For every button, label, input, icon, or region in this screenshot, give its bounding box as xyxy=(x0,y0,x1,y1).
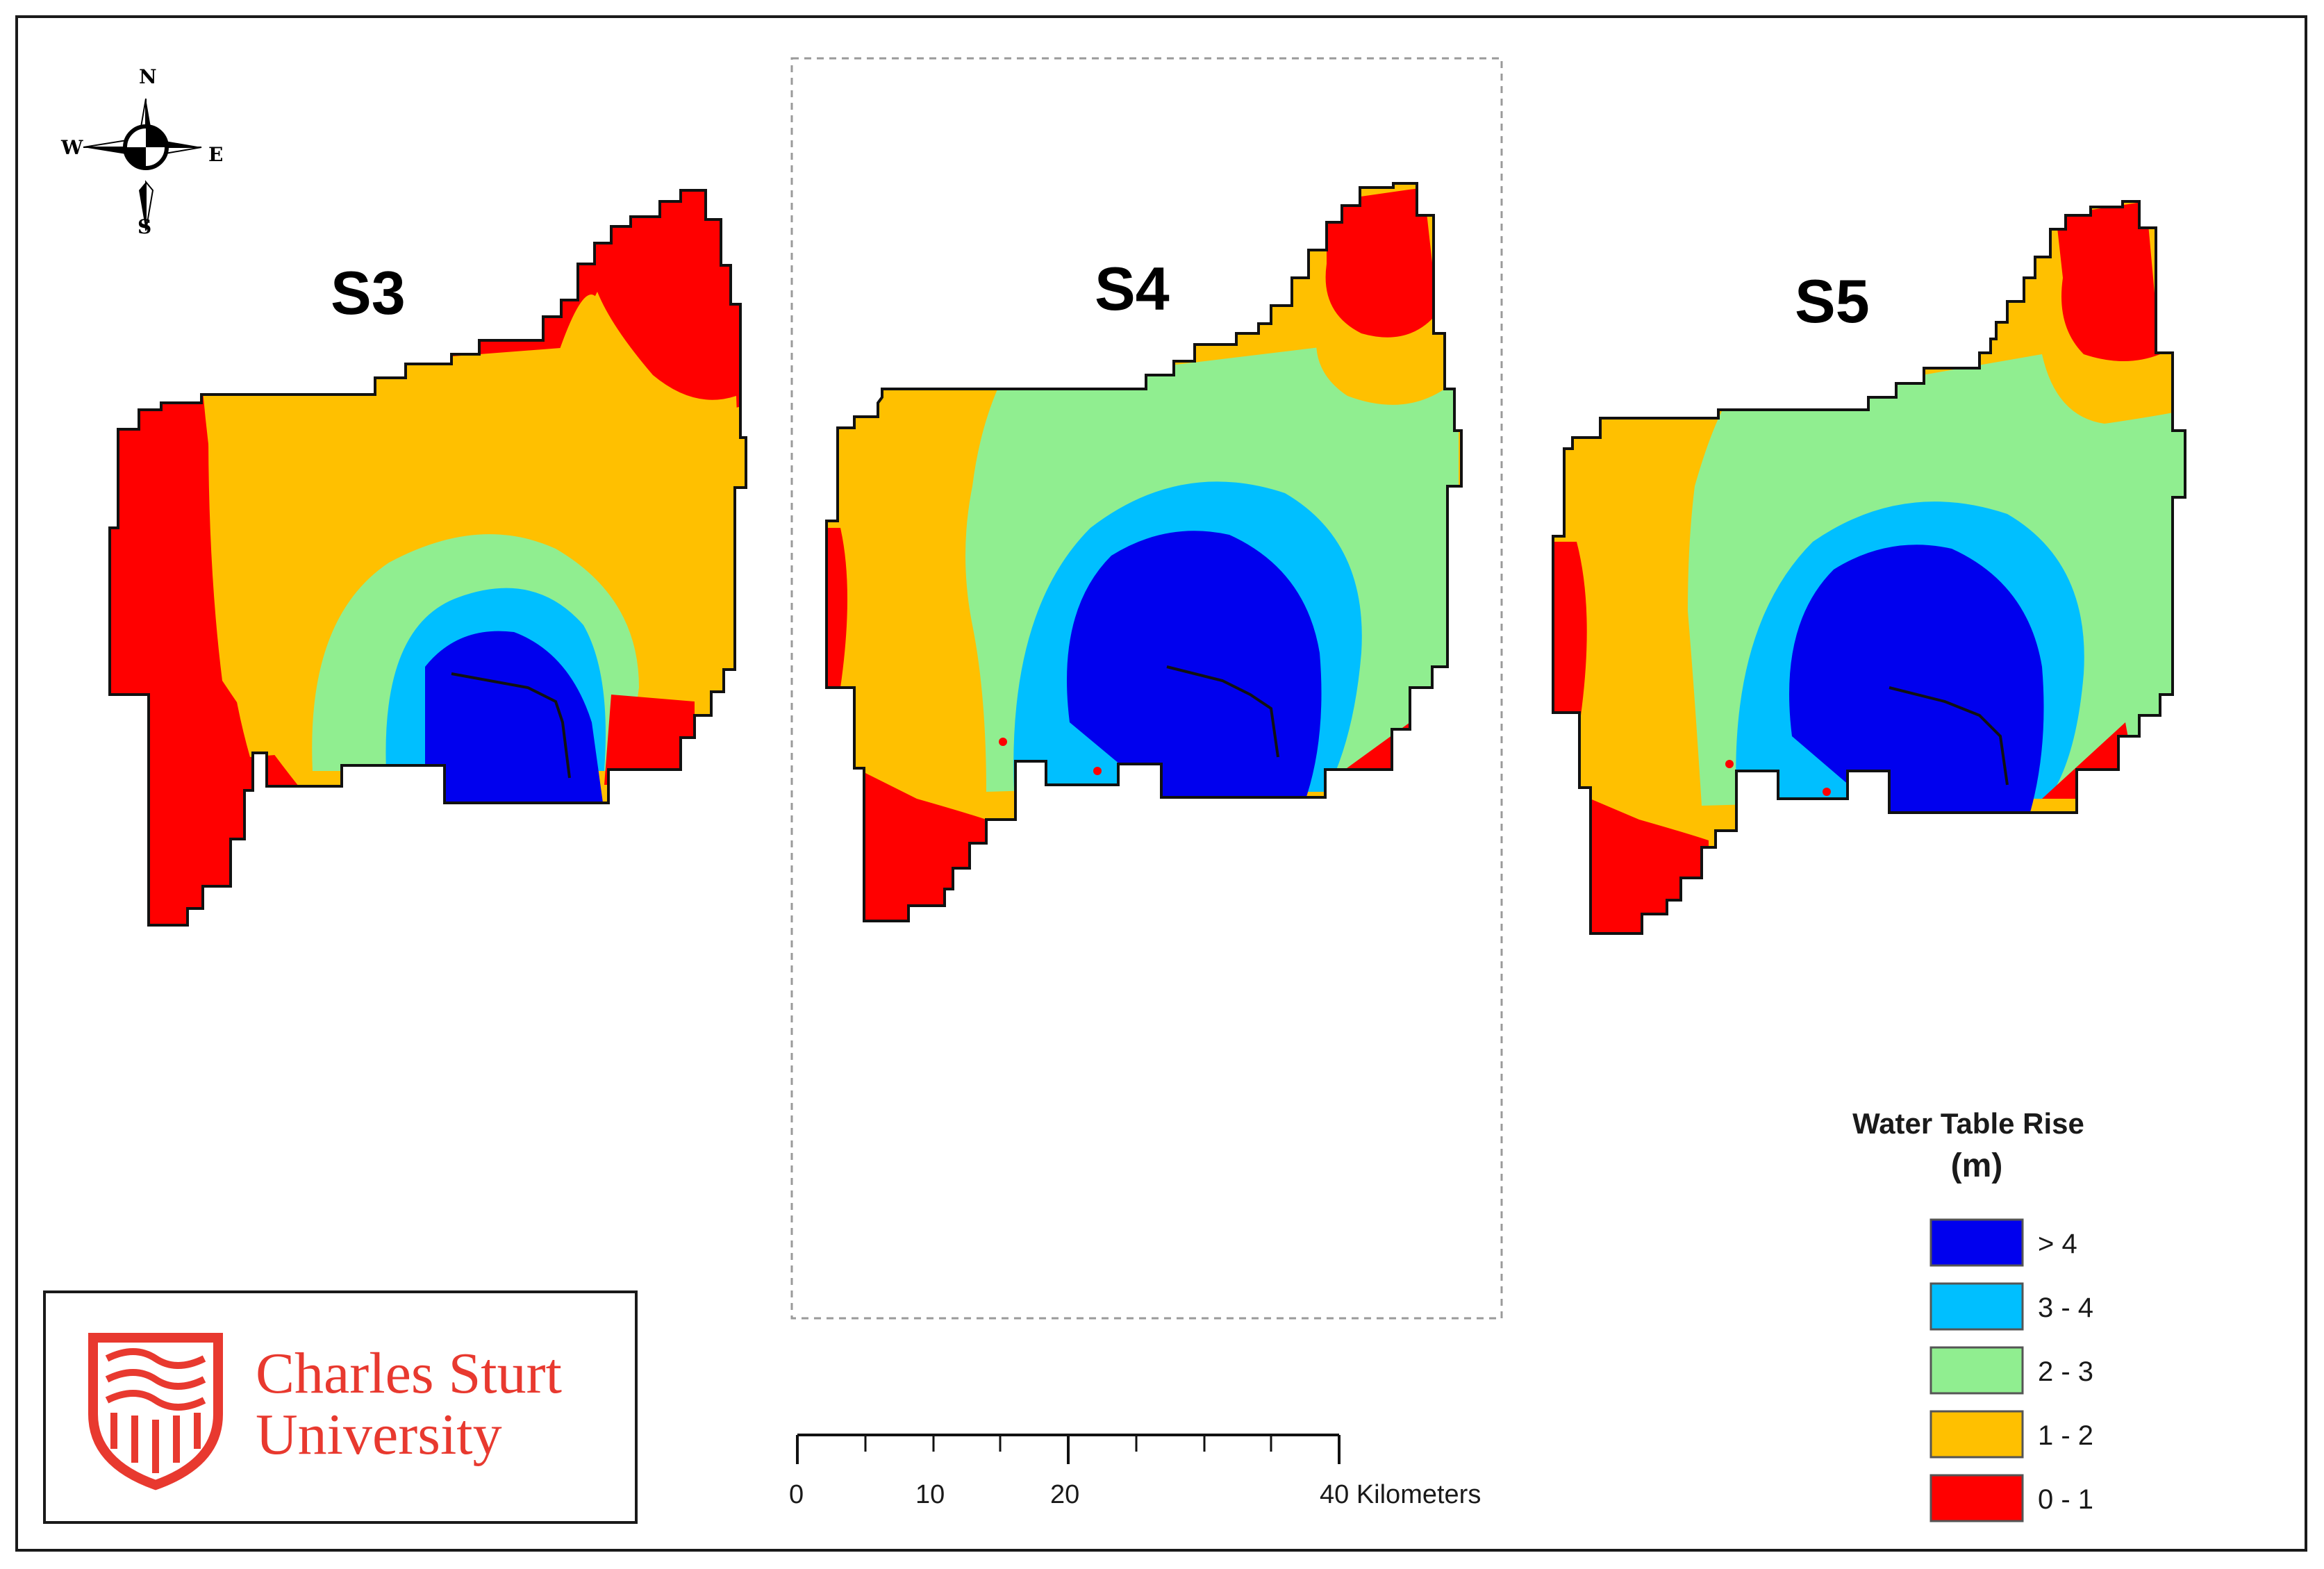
scale-label-40: 40 Kilometers xyxy=(1320,1480,1481,1509)
zone-gt-4 xyxy=(1789,545,2044,820)
legend: Water Table Rise (m) > 4 3 - 4 2 - 3 1 -… xyxy=(1852,1107,2093,1522)
scale-label-0: 0 xyxy=(789,1480,804,1509)
compass-icon: N S W E xyxy=(60,65,223,238)
university-name: Charles Sturt University xyxy=(256,1343,562,1466)
legend-swatch xyxy=(1929,1282,2024,1331)
legend-label: 0 - 1 xyxy=(2038,1484,2093,1515)
legend-swatch xyxy=(1929,1346,2024,1395)
legend-label: > 4 xyxy=(2038,1229,2077,1259)
legend-item: 2 - 3 xyxy=(1929,1346,2093,1395)
map-panel-s3: S3 xyxy=(108,189,747,927)
shield-icon xyxy=(88,1333,223,1491)
compass-west: W xyxy=(60,136,83,159)
scale-bar: 0 10 20 40 Kilometers xyxy=(789,1434,1481,1509)
s4-highlight-frame xyxy=(790,57,1503,1320)
legend-title: Water Table Rise xyxy=(1852,1107,2084,1140)
legend-item: 0 - 1 xyxy=(1929,1474,2093,1522)
compass-east: E xyxy=(208,143,223,166)
zone-0-1 xyxy=(1325,188,1438,338)
map-panel-s4: S4 xyxy=(825,182,1463,922)
legend-swatch xyxy=(1929,1410,2024,1459)
university-name-line1: Charles Sturt xyxy=(256,1341,562,1406)
panel-label-s3: S3 xyxy=(331,258,406,327)
legend-swatch xyxy=(1929,1218,2024,1267)
map-frame xyxy=(15,15,2307,1552)
university-logo-box: Charles Sturt University xyxy=(43,1290,638,1524)
panel-label-s4: S4 xyxy=(1095,254,1170,323)
compass-north: N xyxy=(139,65,157,88)
legend-label: 3 - 4 xyxy=(2038,1293,2093,1323)
legend-label: 2 - 3 xyxy=(2038,1356,2093,1387)
legend-item: > 4 xyxy=(1929,1218,2077,1267)
legend-item: 3 - 4 xyxy=(1929,1282,2093,1331)
scale-label-10: 10 xyxy=(915,1480,945,1509)
legend-swatch xyxy=(1929,1474,2024,1522)
scale-label-20: 20 xyxy=(1050,1480,1079,1509)
university-name-line2: University xyxy=(256,1402,502,1467)
legend-item: 1 - 2 xyxy=(1929,1410,2093,1459)
legend-unit: (m) xyxy=(1951,1147,2003,1184)
map-panel-s5: S5 xyxy=(1552,200,2186,935)
compass-south: S xyxy=(138,215,151,238)
zone-gt-4 xyxy=(1067,531,1322,799)
zone-0-1 xyxy=(2056,201,2160,361)
legend-label: 1 - 2 xyxy=(2038,1420,2093,1451)
panel-label-s5: S5 xyxy=(1795,267,1870,335)
